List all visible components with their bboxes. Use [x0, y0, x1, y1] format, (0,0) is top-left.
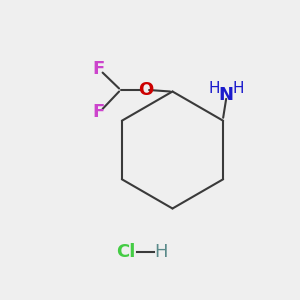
Text: Cl: Cl	[116, 243, 136, 261]
Text: H: H	[208, 81, 220, 96]
Text: N: N	[219, 86, 234, 104]
Text: O: O	[138, 81, 153, 99]
Text: H: H	[155, 243, 168, 261]
Text: F: F	[93, 103, 105, 122]
Text: H: H	[232, 81, 244, 96]
Text: F: F	[93, 60, 105, 78]
